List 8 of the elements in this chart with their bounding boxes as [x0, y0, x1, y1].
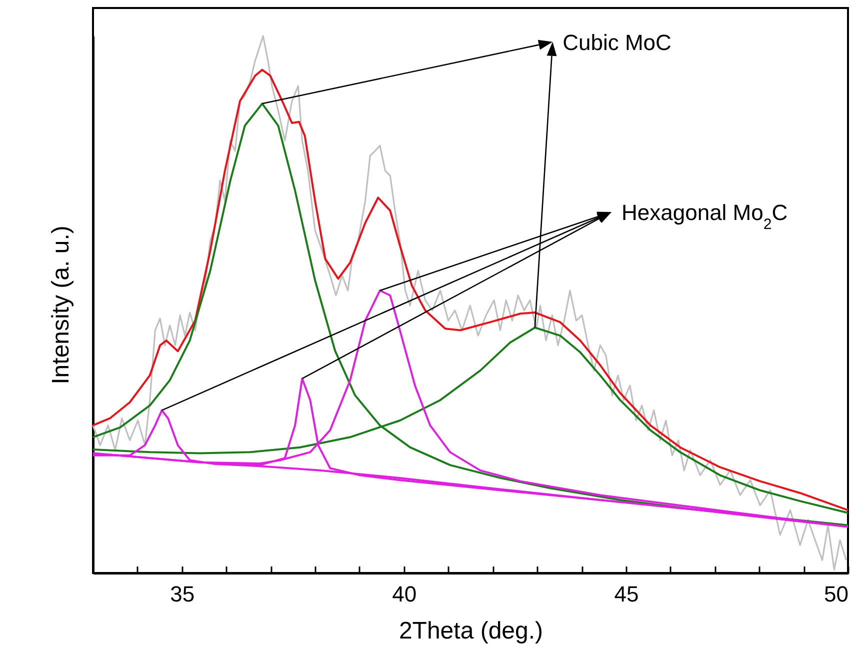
y-axis-title: Intensity (a. u.) — [48, 226, 74, 384]
annotation: Cubic MoC — [562, 30, 672, 55]
x-tick-label: 50 — [824, 582, 848, 606]
annotation: Hexagonal Mo$_{2}$C — [622, 200, 788, 232]
x-tick-label: 45 — [614, 582, 639, 606]
x-axis-title: 2Theta (deg.) — [398, 618, 544, 644]
x-tick-label: 35 — [170, 582, 195, 606]
x-tick-label: 40 — [392, 582, 417, 606]
